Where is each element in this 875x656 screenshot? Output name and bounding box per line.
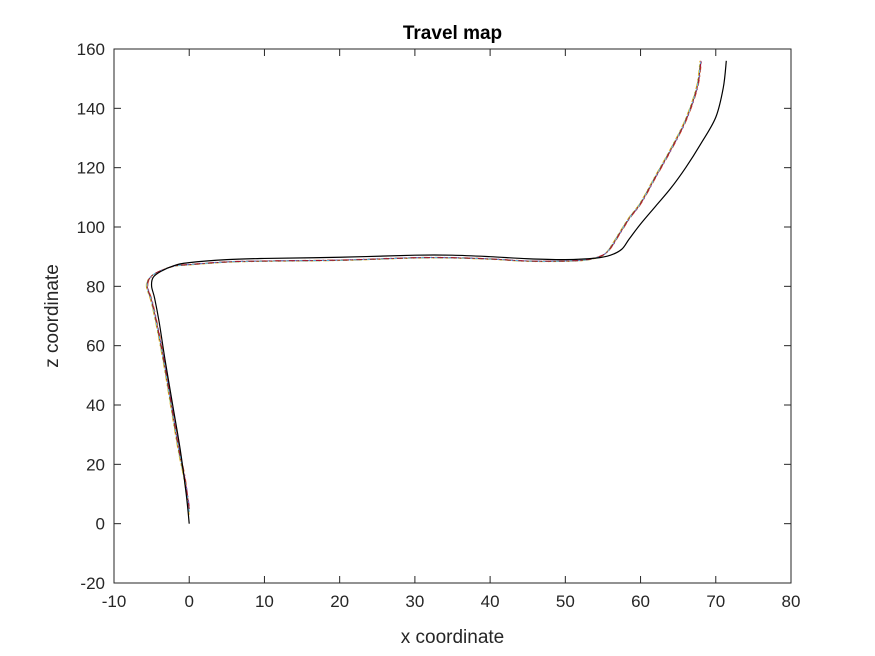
x-tick-label-9: 80 [782,592,801,611]
y-tick-label-3: 40 [86,396,105,415]
y-tick-label-4: 60 [86,337,105,356]
y-tick-label-7: 120 [77,159,105,178]
y-tick-label-2: 20 [86,455,105,474]
x-tick-label-6: 50 [556,592,575,611]
y-tick-label-6: 100 [77,218,105,237]
y-tick-label-9: 160 [77,40,105,59]
plot-box [113,48,792,584]
y-tick-label-1: 0 [96,515,105,534]
x-tick-label-7: 60 [631,592,650,611]
x-tick-label-4: 30 [405,592,424,611]
series-line-0 [150,60,727,524]
y-axis-label: z coordinate [42,264,63,368]
chart-title: Travel map [403,23,502,44]
series-line-2 [147,60,702,512]
x-tick-label-5: 40 [481,592,500,611]
plot-area [114,49,791,583]
series-line-3 [145,60,701,515]
x-tick-label-8: 70 [706,592,725,611]
x-tick-label-0: -10 [102,592,127,611]
tick-layer: -10 0 10 20 30 40 50 60 70 80 -20 0 20 40 60 80 100 120 14… [77,40,801,611]
y-tick-label-8: 140 [77,99,105,118]
x-tick-label-3: 20 [330,592,349,611]
y-tick-label-5: 80 [86,277,105,296]
x-tick-label-2: 10 [255,592,274,611]
series-layer [145,60,727,524]
series-line-7 [146,60,702,509]
x-tick-label-1: 0 [184,592,193,611]
x-axis-label: x coordinate [401,627,505,648]
y-tick-label-0: -20 [80,574,105,593]
